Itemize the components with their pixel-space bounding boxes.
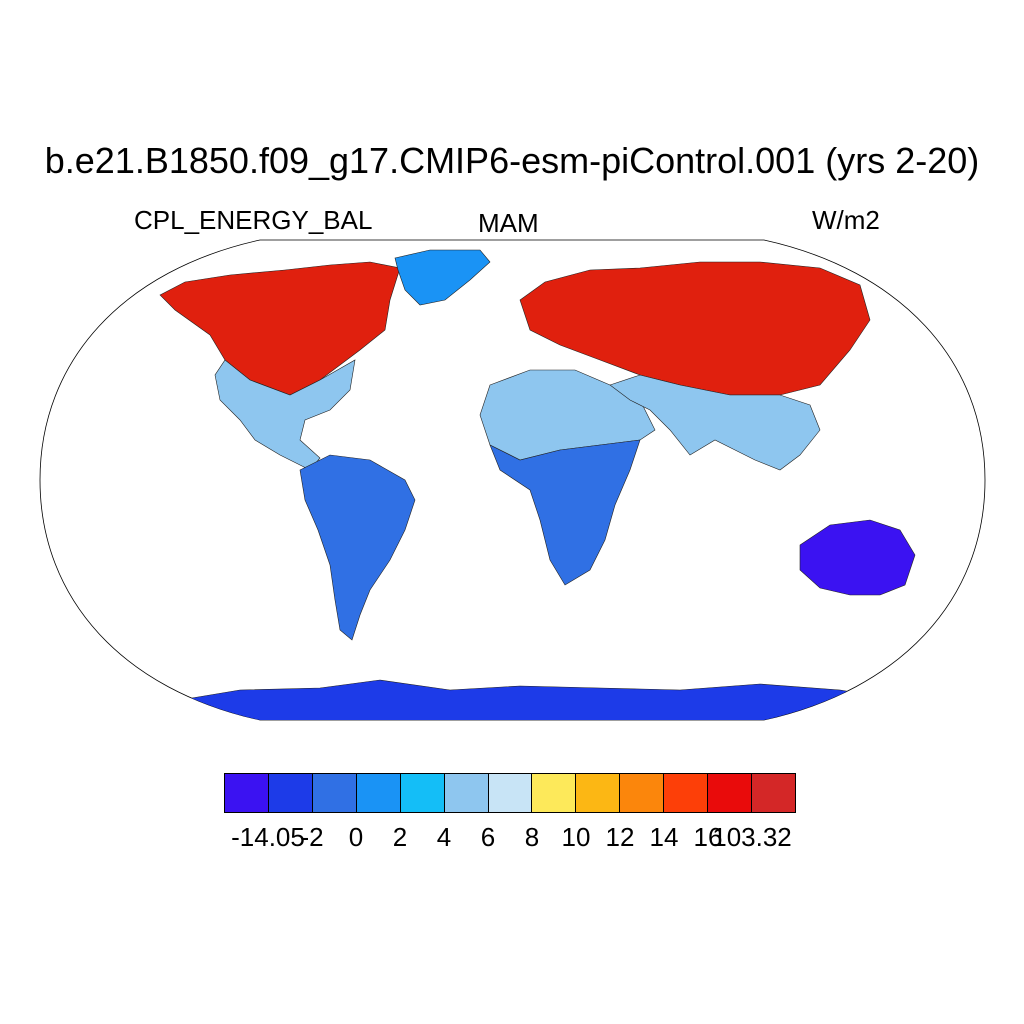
antarctica <box>179 679 901 720</box>
colorbar-label: 16 <box>693 822 723 852</box>
colorbar-label: 8 <box>524 822 540 852</box>
asia-south <box>609 374 821 471</box>
colorbar-label: 103.32 <box>712 822 792 852</box>
colorbar-box <box>664 774 709 812</box>
colorbar-box <box>532 774 577 812</box>
eurasia-north <box>519 261 871 396</box>
colorbar-box <box>488 774 533 812</box>
north-america-north <box>159 261 401 396</box>
north-america-south <box>214 359 356 471</box>
colorbar-label: 0 <box>348 822 364 852</box>
colorbar-label: 2 <box>392 822 408 852</box>
variable-label: CPL_ENERGY_BAL <box>134 205 373 235</box>
colorbar-label: 6 <box>480 822 496 852</box>
colorbar-box <box>752 774 795 812</box>
colorbar-box <box>708 774 753 812</box>
africa-south <box>489 439 641 586</box>
colorbar-label: 14 <box>649 822 679 852</box>
colorbar-box <box>225 774 269 812</box>
colorbar-label: 12 <box>605 822 635 852</box>
colorbar-label: 4 <box>436 822 452 852</box>
season-label: MAM <box>478 208 539 238</box>
colorbar-box <box>620 774 665 812</box>
colorbar-box <box>400 774 445 812</box>
colorbar-box <box>576 774 621 812</box>
colorbar-label: -14.05 <box>231 822 305 852</box>
south-america <box>299 454 416 641</box>
colorbar-labels: -14.05 -2 0 2 4 6 8 10 12 14 16 103.32 <box>0 822 1024 862</box>
greenland <box>394 249 491 306</box>
plot-title: b.e21.B1850.f09_g17.CMIP6-esm-piControl.… <box>44 140 980 181</box>
colorbar-box <box>356 774 401 812</box>
colorbar-label: 10 <box>561 822 591 852</box>
colorbar <box>224 773 796 813</box>
colorbar-label: -2 <box>300 822 324 852</box>
units-label: W/m2 <box>812 205 880 235</box>
colorbar-box <box>312 774 357 812</box>
colorbar-box <box>268 774 313 812</box>
australia <box>799 519 916 596</box>
colorbar-box <box>444 774 489 812</box>
